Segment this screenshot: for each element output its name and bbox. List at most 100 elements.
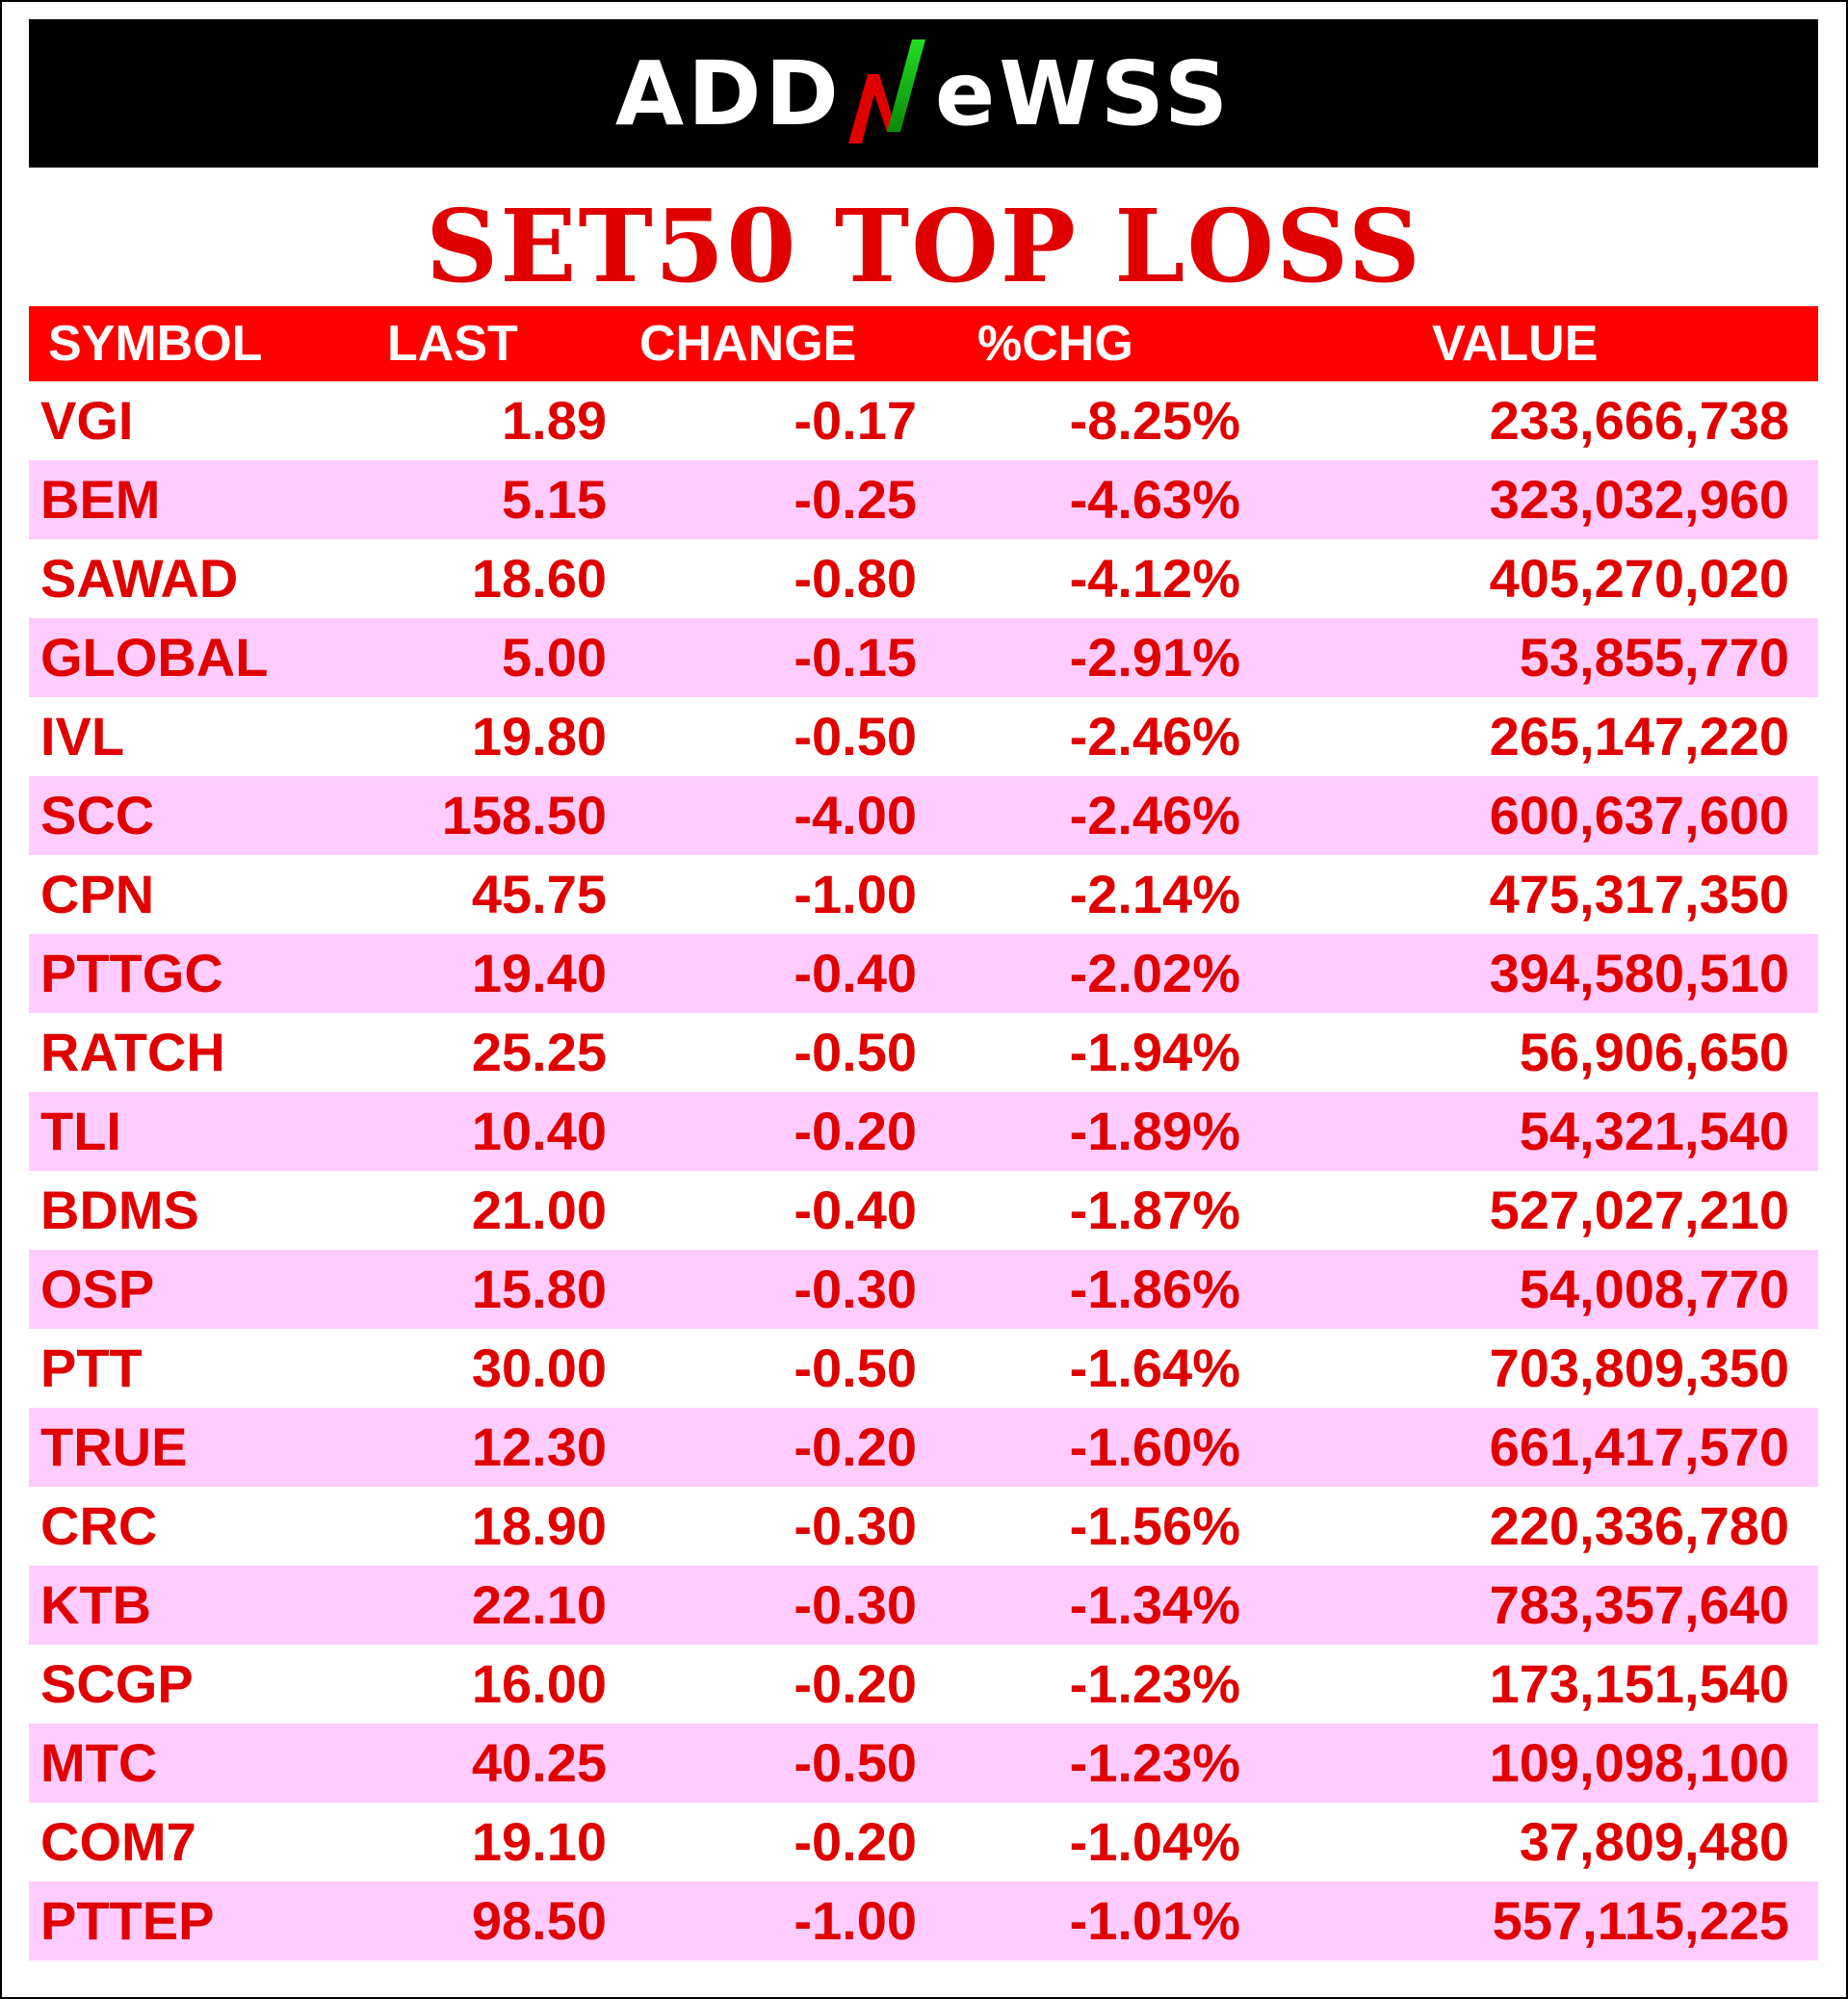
table-row: PTT 30.00 -0.50 -1.64% 703,809,350 [29, 1329, 1818, 1408]
cell-last: 40.25 [471, 1732, 607, 1793]
table-row: SCC 158.50 -4.00 -2.46% 600,637,600 [29, 776, 1818, 855]
cell-last: 18.60 [471, 548, 607, 609]
cell-pct-change: -1.94% [1069, 1022, 1240, 1082]
cell-last: 1.89 [502, 390, 607, 451]
cell-pct-change: -2.46% [1069, 785, 1240, 845]
cell-pct-change: -2.46% [1069, 706, 1240, 766]
cell-pct-change: -2.14% [1069, 864, 1240, 924]
cell-value: 600,637,600 [1489, 785, 1789, 845]
table-row: OSP 15.80 -0.30 -1.86% 54,008,770 [29, 1250, 1818, 1329]
cell-symbol: RATCH [40, 1022, 225, 1082]
cell-value: 173,151,540 [1489, 1653, 1789, 1714]
cell-symbol: SCC [40, 785, 155, 845]
cell-last: 5.00 [502, 627, 607, 688]
cell-change: -4.00 [794, 785, 917, 845]
table-row: TRUE 12.30 -0.20 -1.60% 661,417,570 [29, 1408, 1818, 1487]
table-row: GLOBAL 5.00 -0.15 -2.91% 53,855,770 [29, 618, 1818, 697]
cell-change: -0.80 [794, 548, 917, 609]
header-symbol: SYMBOL [48, 316, 263, 372]
cell-pct-change: -1.01% [1069, 1890, 1240, 1951]
cell-change: -0.50 [794, 1732, 917, 1793]
cell-change: -0.50 [794, 1022, 917, 1082]
cell-last: 22.10 [471, 1574, 607, 1635]
cell-symbol: COM7 [40, 1811, 196, 1872]
cell-change: -0.40 [794, 943, 917, 1003]
cell-symbol: PTT [40, 1337, 143, 1398]
cell-value: 703,809,350 [1489, 1337, 1789, 1398]
cell-pct-change: -1.56% [1069, 1495, 1240, 1556]
cell-change: -0.30 [794, 1259, 917, 1319]
cell-symbol: TLI [40, 1101, 121, 1161]
cell-symbol: SAWAD [40, 548, 239, 609]
cell-last: 15.80 [471, 1259, 607, 1319]
cell-last: 5.15 [502, 469, 607, 530]
cell-last: 16.00 [471, 1653, 607, 1714]
cell-last: 19.10 [471, 1811, 607, 1872]
table-row: COM7 19.10 -0.20 -1.04% 37,809,480 [29, 1803, 1818, 1882]
table-row: IVL 19.80 -0.50 -2.46% 265,147,220 [29, 697, 1818, 776]
cell-symbol: BDMS [40, 1180, 199, 1240]
table-row: SAWAD 18.60 -0.80 -4.12% 405,270,020 [29, 539, 1818, 618]
cell-symbol: PTTGC [40, 943, 223, 1003]
cell-symbol: VGI [40, 390, 134, 451]
logo-text-right: eWSS [934, 41, 1233, 145]
cell-value: 109,098,100 [1489, 1732, 1789, 1793]
cell-change: -0.17 [794, 390, 917, 451]
cell-pct-change: -1.87% [1069, 1180, 1240, 1240]
cell-value: 527,027,210 [1489, 1180, 1789, 1240]
cell-symbol: KTB [40, 1574, 152, 1635]
table-body: VGI 1.89 -0.17 -8.25% 233,666,738 BEM 5.15 -0.2… [29, 381, 1818, 1960]
logo-n-mark-icon [845, 36, 933, 151]
cell-change: -0.15 [794, 627, 917, 688]
cell-change: -0.20 [794, 1416, 917, 1477]
cell-symbol: BEM [40, 469, 161, 530]
cell-pct-change: -2.91% [1069, 627, 1240, 688]
page-title: SET50 TOP LOSS [426, 187, 1422, 305]
cell-pct-change: -1.86% [1069, 1259, 1240, 1319]
cell-last: 21.00 [471, 1180, 607, 1240]
cell-value: 54,321,540 [1519, 1101, 1789, 1161]
cell-change: -0.20 [794, 1653, 917, 1714]
cell-value: 783,357,640 [1489, 1574, 1789, 1635]
cell-value: 265,147,220 [1489, 706, 1789, 766]
cell-change: -0.30 [794, 1574, 917, 1635]
cell-value: 394,580,510 [1489, 943, 1789, 1003]
cell-value: 405,270,020 [1489, 548, 1789, 609]
cell-last: 18.90 [471, 1495, 607, 1556]
cell-value: 56,906,650 [1519, 1022, 1789, 1082]
table-header: SYMBOL LAST CHANGE %CHG VALUE [29, 306, 1818, 381]
cell-value: 475,317,350 [1489, 864, 1789, 924]
table-row: MTC 40.25 -0.50 -1.23% 109,098,100 [29, 1724, 1818, 1803]
cell-last: 19.40 [471, 943, 607, 1003]
cell-pct-change: -1.89% [1069, 1101, 1240, 1161]
cell-change: -0.50 [794, 706, 917, 766]
brand-banner: ADD eWSS [29, 19, 1818, 168]
cell-value: 557,115,225 [1492, 1890, 1789, 1951]
cell-pct-change: -1.04% [1069, 1811, 1240, 1872]
cell-value: 54,008,770 [1519, 1259, 1789, 1319]
table-row: CPN 45.75 -1.00 -2.14% 475,317,350 [29, 855, 1818, 934]
cell-symbol: CRC [40, 1495, 158, 1556]
logo-text-left: ADD [614, 41, 843, 145]
cell-symbol: MTC [40, 1732, 158, 1793]
cell-pct-change: -1.60% [1069, 1416, 1240, 1477]
cell-value: 323,032,960 [1489, 469, 1789, 530]
cell-value: 53,855,770 [1519, 627, 1789, 688]
header-change: CHANGE [639, 316, 857, 372]
cell-change: -0.40 [794, 1180, 917, 1240]
cell-change: -1.00 [794, 1890, 917, 1951]
table-row: BDMS 21.00 -0.40 -1.87% 527,027,210 [29, 1171, 1818, 1250]
table-row: PTTGC 19.40 -0.40 -2.02% 394,580,510 [29, 934, 1818, 1013]
cell-value: 233,666,738 [1489, 390, 1789, 451]
cell-symbol: CPN [40, 864, 155, 924]
cell-pct-change: -4.63% [1069, 469, 1240, 530]
cell-change: -1.00 [794, 864, 917, 924]
table-row: KTB 22.10 -0.30 -1.34% 783,357,640 [29, 1566, 1818, 1645]
cell-last: 10.40 [471, 1101, 607, 1161]
cell-last: 98.50 [471, 1890, 607, 1951]
table-row: CRC 18.90 -0.30 -1.56% 220,336,780 [29, 1487, 1818, 1566]
cell-pct-change: -2.02% [1069, 943, 1240, 1003]
header-value: VALUE [1432, 316, 1599, 372]
cell-symbol: TRUE [40, 1416, 188, 1477]
